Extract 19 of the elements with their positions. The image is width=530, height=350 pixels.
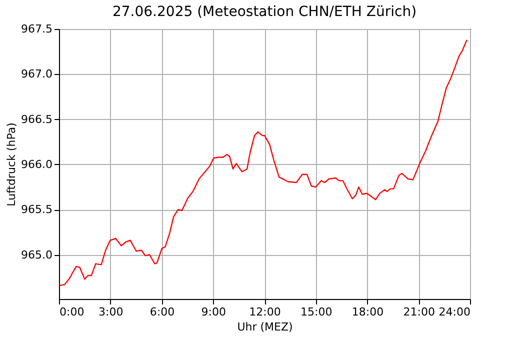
y-axis-title: Luftdruck (hPa) [5,122,18,206]
x-tick-label: 18:00 [352,306,384,318]
x-tick-label: 0:00 [60,306,84,318]
x-tick-label: 12:00 [249,306,281,318]
x-tick-label: 6:00 [150,306,175,318]
y-tick-label: 966.5 [21,112,52,126]
x-tick-label: 21:00 [403,306,435,318]
x-tick-label: 24:00 [438,306,470,318]
y-tick-label: 965.0 [21,248,52,262]
x-axis-title: Uhr (MEZ) [237,320,293,334]
y-tick-label: 967.5 [21,22,52,36]
x-tick-label: 3:00 [98,306,124,318]
y-tick-label: 966.0 [21,158,52,171]
chart-title: 27.06.2025 (Meteostation CHN/ETH Zürich) [112,4,417,20]
x-tick-label: 15:00 [300,306,332,318]
line-series [59,39,468,286]
y-tick-label: 965.5 [21,203,52,216]
x-tick-label: 9:00 [201,306,226,318]
y-tick-label: 967.0 [21,68,52,81]
